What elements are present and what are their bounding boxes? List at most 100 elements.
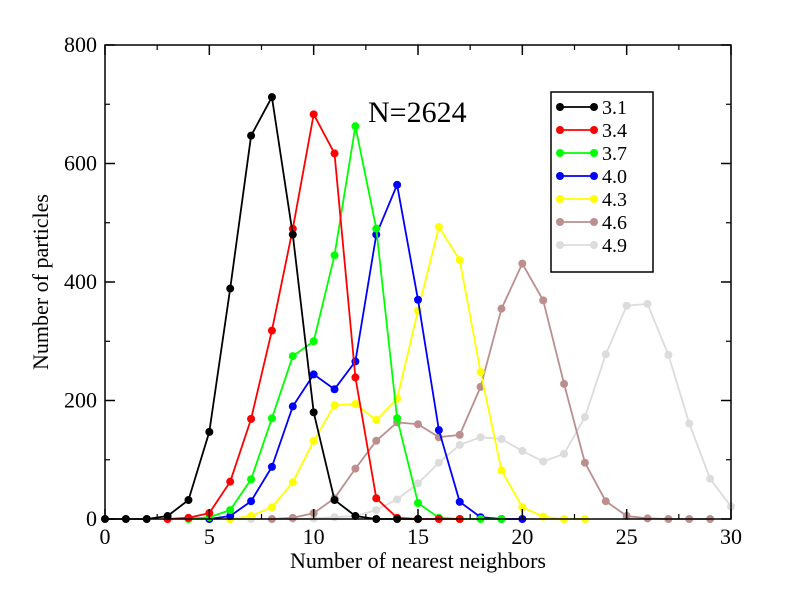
data-point: [351, 400, 360, 409]
data-point: [372, 436, 381, 445]
legend-item: 4.3: [556, 189, 627, 211]
data-point: [288, 230, 297, 239]
data-point: [560, 449, 569, 458]
y-axis-label: Number of particles: [28, 194, 53, 370]
data-point: [518, 259, 527, 268]
series-4.6: [267, 259, 715, 523]
legend-label: 4.9: [602, 235, 627, 257]
legend-item: 3.1: [556, 97, 627, 119]
data-point: [330, 401, 339, 410]
legend-item: 3.4: [556, 120, 627, 142]
series-line: [188, 126, 502, 520]
data-point: [497, 466, 506, 475]
legend-swatch-marker: [590, 172, 598, 180]
data-point: [247, 497, 256, 506]
series-3.1: [101, 93, 422, 523]
data-point: [247, 131, 256, 140]
legend-swatch-marker: [556, 149, 564, 157]
legend-swatch-marker: [556, 195, 564, 203]
data-point: [643, 299, 652, 308]
series-line: [125, 302, 732, 520]
legend-item: 3.7: [556, 143, 627, 165]
data-point: [267, 462, 276, 471]
data-point: [434, 458, 443, 467]
data-point: [455, 440, 464, 449]
legend-item: 4.6: [556, 212, 627, 234]
data-point: [518, 446, 527, 455]
data-point: [434, 426, 443, 435]
data-point: [393, 180, 402, 189]
data-point: [309, 408, 318, 417]
legend-swatch-marker: [590, 195, 598, 203]
data-point: [330, 513, 339, 522]
x-axis-label: Number of nearest neighbors: [290, 548, 546, 573]
series-line: [271, 261, 711, 520]
y-tick-label: 200: [64, 388, 97, 413]
legend-label: 4.3: [602, 189, 627, 211]
data-point: [288, 513, 297, 522]
data-point: [226, 284, 235, 293]
data-point: [455, 256, 464, 265]
data-point: [706, 474, 715, 483]
x-tick-label: 5: [204, 524, 215, 549]
data-point: [267, 93, 276, 102]
data-point: [476, 433, 485, 442]
legend-swatch-marker: [590, 126, 598, 134]
data-point: [414, 479, 422, 488]
legend-label: 4.0: [602, 166, 627, 188]
data-point: [414, 420, 422, 429]
data-point: [455, 430, 464, 439]
x-tick-label: 30: [720, 524, 742, 549]
data-point: [351, 357, 360, 366]
data-point: [372, 224, 381, 233]
data-point: [330, 149, 339, 158]
legend: 3.13.43.74.04.34.64.9: [550, 91, 654, 273]
data-point: [393, 495, 402, 504]
data-point: [267, 503, 276, 512]
y-tick-label: 400: [64, 269, 97, 294]
series-3.4: [163, 110, 464, 523]
data-point: [414, 295, 422, 304]
data-point: [288, 402, 297, 411]
data-point: [267, 326, 276, 335]
legend-box: [550, 91, 654, 273]
legend-label: 3.1: [602, 97, 627, 119]
data-point: [497, 435, 506, 444]
x-axis: 0 5 10 15 20 25 30: [100, 45, 742, 549]
data-point: [330, 251, 339, 260]
data-point: [351, 464, 360, 473]
legend-swatch-marker: [590, 149, 598, 157]
data-point: [580, 458, 589, 467]
x-tick-label: 10: [303, 524, 325, 549]
data-point: [226, 506, 235, 515]
series-line: [209, 181, 523, 520]
sample-size-annotation: N=2624: [368, 96, 467, 129]
data-point: [580, 413, 589, 422]
data-point: [205, 427, 214, 436]
legend-swatch-marker: [556, 172, 564, 180]
series-3.7: [184, 122, 506, 523]
data-point: [434, 222, 443, 231]
x-tick-label: 20: [511, 524, 533, 549]
y-tick-label: 0: [86, 506, 97, 531]
legend-label: 3.4: [602, 120, 627, 142]
data-point: [184, 496, 193, 505]
data-point: [393, 414, 402, 423]
legend-item: 4.9: [556, 235, 627, 257]
y-tick-label: 800: [64, 32, 97, 57]
data-point: [601, 497, 610, 506]
legend-swatch-marker: [590, 218, 598, 226]
data-point: [309, 370, 318, 379]
data-point: [330, 496, 339, 505]
data-point: [664, 350, 673, 359]
data-point: [414, 499, 422, 508]
data-point: [476, 368, 485, 377]
legend-swatch-marker: [556, 126, 564, 134]
data-point: [455, 497, 464, 506]
data-point: [351, 512, 360, 521]
data-point: [518, 503, 527, 512]
series-line: [105, 94, 418, 520]
data-point: [247, 414, 256, 423]
data-point: [685, 419, 694, 428]
